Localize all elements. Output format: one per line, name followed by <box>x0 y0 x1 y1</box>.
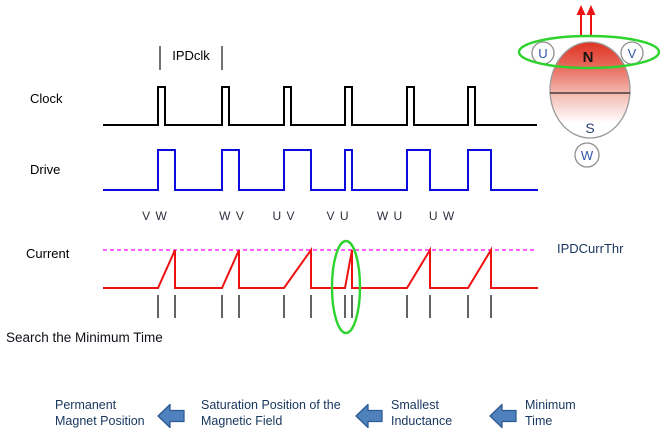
phase-label-uv: U V <box>272 209 296 223</box>
flow-step-permanent-magnet-position: Permanent Magnet Position <box>55 397 145 429</box>
phase-label-wu: W U <box>376 209 404 223</box>
uv-winding-highlight <box>517 34 661 70</box>
drive-row-label: Drive <box>30 162 61 177</box>
flow-step-line: Magnet Position <box>55 414 145 428</box>
left-arrow-shape <box>157 403 185 429</box>
current-waveform <box>103 246 538 289</box>
phase-label-wv: W V <box>219 209 245 223</box>
terminal-v-label: V <box>628 46 637 61</box>
clock-waveform <box>103 86 537 126</box>
north-pole-label: N <box>583 49 594 66</box>
flux-arrow-head-icon <box>586 5 596 15</box>
ipdclk-label: IPDclk <box>172 48 210 63</box>
flow-step-line: Smallest <box>391 398 439 412</box>
ipdcurrthr-label: IPDCurrThr <box>557 241 624 256</box>
current-row-label: Current <box>26 246 70 261</box>
search-minimum-time-text: Search the Minimum Time <box>6 330 163 345</box>
terminal-w-label: W <box>581 148 594 163</box>
flow-step-saturation-position: Saturation Position of the Magnetic Fiel… <box>201 397 341 429</box>
flow-step-line: Minimum <box>525 398 576 412</box>
phase-label-vu: V U <box>326 209 350 223</box>
terminal-w-circle <box>574 142 600 168</box>
left-arrow-icon <box>355 403 383 429</box>
south-pole-label: S <box>585 120 594 136</box>
phase-label-vw: V W <box>142 209 168 223</box>
left-arrow-icon <box>489 403 517 429</box>
flow-step-line: Magnetic Field <box>201 414 283 428</box>
clock-row-label: Clock <box>30 91 63 106</box>
flow-step-smallest-inductance: Smallest Inductance <box>391 397 452 429</box>
terminal-u-label: U <box>538 46 547 61</box>
left-arrow-shape <box>489 403 517 429</box>
left-arrow-shape <box>355 403 383 429</box>
left-arrow-icon <box>157 403 185 429</box>
minimum-time-highlight <box>330 239 362 335</box>
flow-step-line: Time <box>525 414 553 428</box>
flow-step-minimum-time: Minimum Time <box>525 397 576 429</box>
rotor-diagram: N S U V W <box>517 5 661 168</box>
rotor-magnet <box>549 41 631 139</box>
phase-label-uw: U W <box>428 209 456 223</box>
flow-step-line: Permanent <box>55 398 117 412</box>
flow-step-line: Saturation Position of the <box>201 398 341 412</box>
waveforms-layer <box>103 46 538 335</box>
flux-arrow-head-icon <box>576 5 586 15</box>
drive-waveform <box>103 149 538 191</box>
flow-step-line: Inductance <box>391 414 453 428</box>
